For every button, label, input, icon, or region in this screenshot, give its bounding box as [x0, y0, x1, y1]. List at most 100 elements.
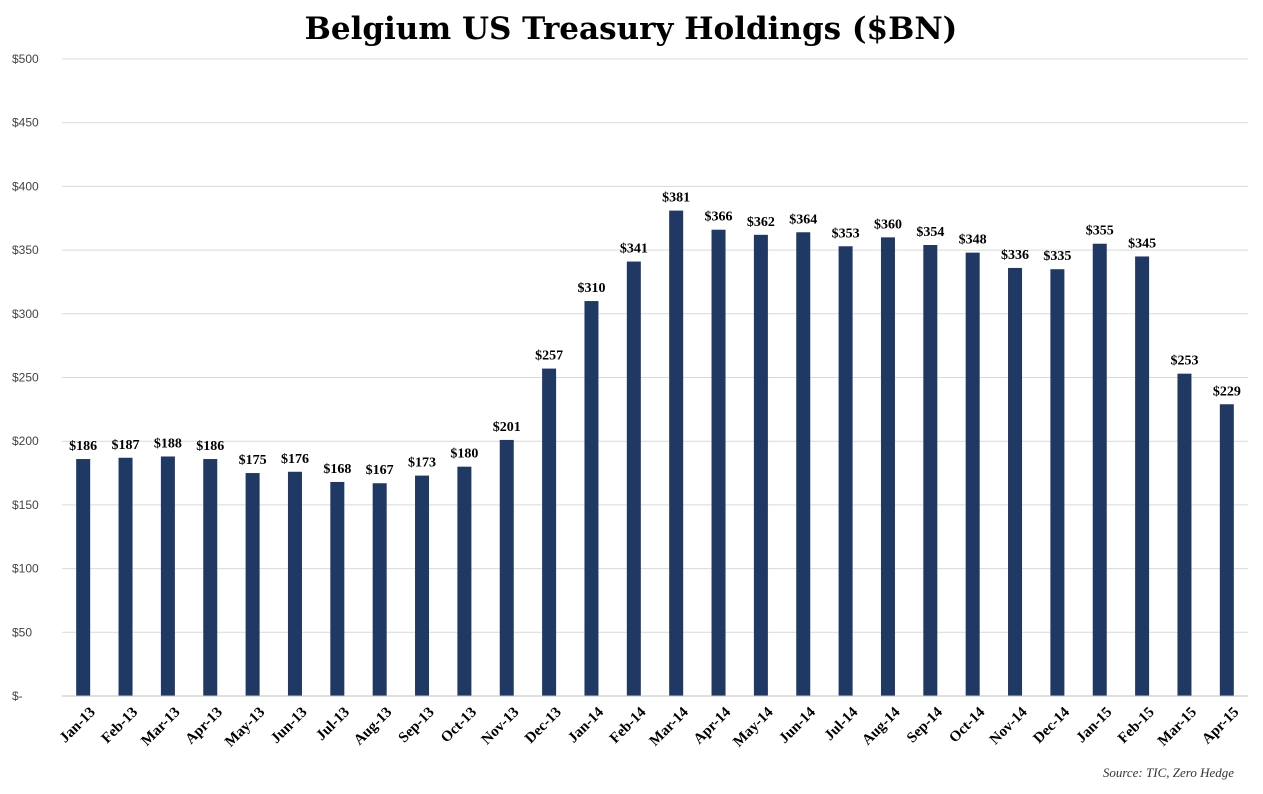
bar: [965, 252, 980, 696]
source-note: Source: TIC, Zero Hedge: [1103, 765, 1234, 780]
x-tick-label: Aug-14: [859, 704, 904, 749]
data-label: $353: [832, 226, 860, 241]
data-labels: $186 $187 $188 $186 $175 $176 $168 $167 $173 $180…: [69, 191, 1241, 479]
x-tick-label: Jan-13: [57, 704, 99, 746]
x-tick-label: Feb-13: [99, 704, 142, 747]
bar: [626, 261, 641, 696]
gridlines: [62, 58, 1248, 633]
x-tick-label: Nov-14: [987, 704, 1031, 748]
y-tick-label: $50: [12, 625, 32, 639]
x-tick-label: May-14: [730, 704, 776, 750]
x-tick-label: Apr-13: [183, 704, 226, 747]
data-label: $348: [959, 233, 987, 248]
data-label: $187: [112, 438, 140, 453]
bar: [1135, 256, 1150, 696]
x-tick-label: Feb-15: [1115, 704, 1158, 747]
data-label: $186: [69, 439, 97, 454]
data-label: $186: [196, 439, 224, 454]
x-tick-label: Dec-13: [522, 704, 565, 747]
bar: [76, 459, 91, 696]
data-label: $362: [747, 215, 775, 230]
y-axis-tick-labels: $- $50 $100 $150 $200 $250 $300 $350 $400 $450 $50…: [12, 52, 39, 703]
bar: [372, 483, 387, 696]
data-label: $381: [662, 191, 690, 206]
data-label: $253: [1170, 354, 1198, 369]
bar: [669, 210, 684, 696]
x-tick-label: Nov-13: [479, 704, 523, 748]
chart-title: Belgium US Treasury Holdings ($BN): [305, 11, 958, 47]
data-label: $257: [535, 349, 563, 364]
data-label: $168: [323, 462, 351, 477]
x-tick-label: Aug-13: [351, 704, 395, 748]
x-tick-label: Jun-13: [268, 704, 311, 747]
bar: [1177, 373, 1192, 696]
x-tick-label: Apr-15: [1199, 704, 1242, 747]
x-tick-label: May-13: [222, 704, 268, 750]
bar: [245, 473, 260, 696]
bar: [118, 457, 133, 696]
y-tick-label: $200: [12, 434, 39, 448]
bar: [542, 368, 557, 696]
bar: [499, 439, 514, 696]
data-label: $175: [239, 453, 267, 468]
y-tick-label: $-: [12, 689, 23, 703]
data-label: $310: [577, 281, 605, 296]
y-tick-label: $150: [12, 498, 39, 512]
bar: [711, 229, 726, 696]
bar: [457, 466, 472, 696]
data-label: $176: [281, 452, 309, 467]
data-label: $366: [705, 210, 733, 225]
y-tick-label: $300: [12, 307, 39, 321]
data-label: $355: [1086, 224, 1114, 239]
data-label: $341: [620, 242, 648, 257]
x-tick-label: Jul-14: [822, 704, 862, 744]
bar: [330, 481, 345, 696]
data-label: $354: [916, 225, 944, 240]
data-label: $345: [1128, 236, 1156, 251]
x-tick-label: Dec-14: [1030, 704, 1073, 747]
data-label: $180: [450, 447, 478, 462]
bar: [796, 232, 811, 696]
bar: [880, 237, 895, 697]
data-label: $360: [874, 217, 902, 232]
data-label: $173: [408, 456, 436, 471]
data-label: $335: [1043, 249, 1071, 264]
bar: [584, 301, 599, 696]
data-label: $336: [1001, 248, 1029, 263]
data-label: $364: [789, 212, 817, 227]
bars: [76, 210, 1234, 697]
bar: [1219, 404, 1234, 696]
bar: [203, 459, 218, 696]
x-tick-label: Sep-13: [396, 704, 438, 746]
bar: [415, 475, 430, 696]
data-label: $229: [1213, 384, 1241, 399]
data-label: $201: [493, 420, 521, 435]
x-tick-label: Apr-14: [691, 704, 735, 748]
bar: [160, 456, 175, 696]
x-tick-label: Jul-13: [313, 704, 353, 744]
bar: [753, 234, 768, 696]
bar: [287, 471, 302, 696]
data-label: $167: [366, 463, 394, 478]
data-label: $188: [154, 436, 182, 451]
y-tick-label: $450: [12, 116, 39, 130]
x-tick-label: Jun-14: [776, 704, 819, 747]
y-tick-label: $350: [12, 243, 39, 257]
x-tick-label: Feb-14: [607, 704, 650, 747]
x-tick-label: Sep-14: [904, 704, 946, 746]
y-tick-label: $100: [12, 562, 39, 576]
x-tick-label: Oct-14: [946, 704, 988, 746]
y-tick-label: $500: [12, 52, 39, 66]
y-tick-label: $400: [12, 179, 39, 193]
x-tick-label: Mar-15: [1155, 704, 1200, 749]
bar: [1050, 269, 1065, 696]
bar: [1008, 267, 1023, 696]
bar: [1092, 243, 1107, 697]
bar: [923, 245, 938, 696]
x-tick-label: Jan-14: [565, 704, 607, 746]
bar: [838, 246, 853, 696]
x-tick-label: Mar-14: [647, 704, 692, 749]
x-tick-label: Oct-13: [438, 704, 480, 746]
